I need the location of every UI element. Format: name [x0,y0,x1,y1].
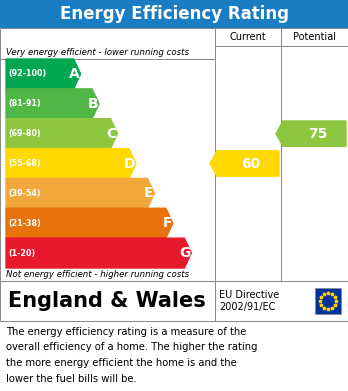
Text: (39-54): (39-54) [8,189,41,198]
Text: England & Wales: England & Wales [8,291,206,311]
Text: B: B [87,97,98,111]
Text: F: F [163,216,172,230]
Text: (92-100): (92-100) [8,70,46,79]
Polygon shape [6,89,99,119]
Text: C: C [106,127,117,141]
Text: (81-91): (81-91) [8,99,41,108]
Bar [0,281,348,321]
Text: EU Directive: EU Directive [219,290,279,300]
Text: the more energy efficient the home is and the: the more energy efficient the home is an… [6,358,237,368]
Text: (1-20): (1-20) [8,249,35,258]
Text: Energy Efficiency Rating: Energy Efficiency Rating [60,5,288,23]
Bar [315,288,341,314]
Text: Potential: Potential [293,32,336,42]
Text: 60: 60 [242,156,261,170]
Text: Very energy efficient - lower running costs: Very energy efficient - lower running co… [6,48,189,57]
Text: Not energy efficient - higher running costs: Not energy efficient - higher running co… [6,270,189,279]
Text: 75: 75 [308,127,327,141]
Polygon shape [6,149,136,178]
Text: (55-68): (55-68) [8,159,41,168]
Text: lower the fuel bills will be.: lower the fuel bills will be. [6,373,137,384]
Polygon shape [6,208,173,238]
Polygon shape [6,178,155,208]
Text: overall efficiency of a home. The higher the rating: overall efficiency of a home. The higher… [6,343,258,352]
Text: G: G [179,246,190,260]
Polygon shape [6,59,81,89]
Text: Current: Current [230,32,266,42]
Text: (69-80): (69-80) [8,129,41,138]
Polygon shape [276,121,346,146]
Polygon shape [6,238,191,268]
Text: 2002/91/EC: 2002/91/EC [219,302,275,312]
Text: A: A [69,67,80,81]
Bar [0,28,348,281]
Text: D: D [124,156,135,170]
Text: (21-38): (21-38) [8,219,41,228]
Text: E: E [144,187,153,200]
Bar [0,0,348,28]
Polygon shape [6,119,118,149]
Polygon shape [210,151,279,176]
Text: The energy efficiency rating is a measure of the: The energy efficiency rating is a measur… [6,327,246,337]
